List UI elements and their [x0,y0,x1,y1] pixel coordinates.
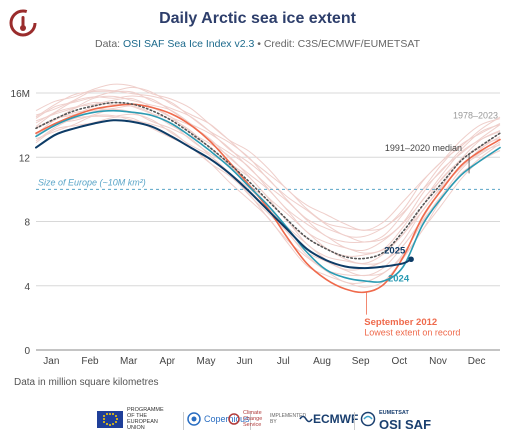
series-2012-line [35,103,501,294]
y-tick-label: 8 [24,218,30,229]
series-2012-label: September 2012 [364,317,437,328]
series-2025-label: 2025 [384,246,406,257]
y-tick-label: 4 [24,282,30,293]
x-tick-label: Sep [352,356,370,367]
subtitle-source: OSI SAF Sea Ice Index v2.3 [123,38,255,50]
x-tick-label: Nov [429,356,447,367]
history-year-line [35,89,501,238]
history-year-line [35,86,501,231]
series-2025-line [35,119,413,270]
median-line [35,101,501,260]
history-range-label: 1978–2023 [453,111,498,121]
history-year-line [35,95,501,252]
ecmwf-icon [299,415,313,423]
osisaf-logo: EUMETSAT OSI SAF [360,408,432,432]
copernicus-logo: Copernicus [187,408,250,430]
eu-star-icon [105,422,108,425]
x-tick-label: Apr [160,356,176,367]
ecmwf-text: ECMWF [313,412,359,426]
copernicus-text: Copernicus [204,414,250,424]
eu-star-icon [114,420,117,423]
x-tick-label: Mar [120,356,138,367]
c3s-logo-icon [9,9,37,37]
eu-text: PROGRAMME OF THE EUROPEAN UNION [127,407,164,431]
eu-flag-icon [97,410,123,428]
subtitle-credit: • Credit: C3S/ECMWF/EUMETSAT [254,38,420,50]
history-year-line [35,113,501,277]
eu-star-icon [109,412,111,415]
x-tick-label: Jan [43,356,59,367]
y-tick-label: 12 [19,153,31,164]
series-2024-line [35,109,501,283]
x-tick-label: Jun [237,356,253,367]
x-tick-label: Jul [277,356,290,367]
y-tick-label: 16M [11,89,30,100]
osisaf-icon [360,411,376,427]
eu-star-icon [112,413,115,416]
units-footnote: Data in million square kilometres [14,377,159,388]
series-2024-label: 2024 [388,274,410,285]
series-2012-sublabel: Lowest extent on record [364,328,460,338]
europe-reference-label: Size of Europe (~10M km²) [38,177,146,187]
copernicus-icon [187,412,201,426]
x-tick-label: Oct [392,356,408,367]
eu-star-icon [114,415,117,418]
chart-subtitle: Data: OSI SAF Sea Ice Index v2.3 • Credi… [0,38,515,50]
ecmwf-logo: IMPLEMENTED BY ECMWF [270,408,358,430]
climate-icon [228,413,240,425]
series-2025-endpoint [408,256,414,263]
eu-star-icon [103,415,106,418]
eu-star-icon [115,418,118,420]
history-year-line [35,114,501,284]
osisaf-text: OSI SAF [379,417,432,432]
x-tick-label: Feb [81,356,99,367]
eu-star-icon [103,420,106,423]
median-label: 1991–2020 median [385,143,462,153]
eu-star-icon [105,413,108,416]
history-year-line [35,109,501,277]
history-year-line [35,83,501,231]
eu-star-icon [112,422,115,425]
eu-star-icon [102,418,105,420]
x-tick-label: May [197,356,216,367]
sea-ice-chart: 0 4 8 12 16M Jan Feb Mar Apr May Jun Jul Aug Sep Oct No… [11,83,501,367]
climate-text: Climate Change Service [243,410,263,428]
climate-service-logo: Climate Change Service [228,408,269,430]
history-year-line [35,95,501,244]
x-tick-label: Aug [313,356,331,367]
implemented-by-text: IMPLEMENTED BY [270,413,307,425]
chart-title: Daily Arctic sea ice extent [159,10,356,27]
footer-logos: PROGRAMME OF THE EUROPEAN UNION Copernic… [0,400,515,440]
x-tick-label: Dec [468,356,486,367]
eu-star-icon [109,423,111,426]
y-tick-label: 0 [24,346,30,357]
subtitle-prefix: Data: [94,38,123,50]
history-year-line [35,101,501,257]
eumetsat-text: EUMETSAT [379,410,409,416]
eu-logo: PROGRAMME OF THE EUROPEAN UNION [97,407,167,431]
